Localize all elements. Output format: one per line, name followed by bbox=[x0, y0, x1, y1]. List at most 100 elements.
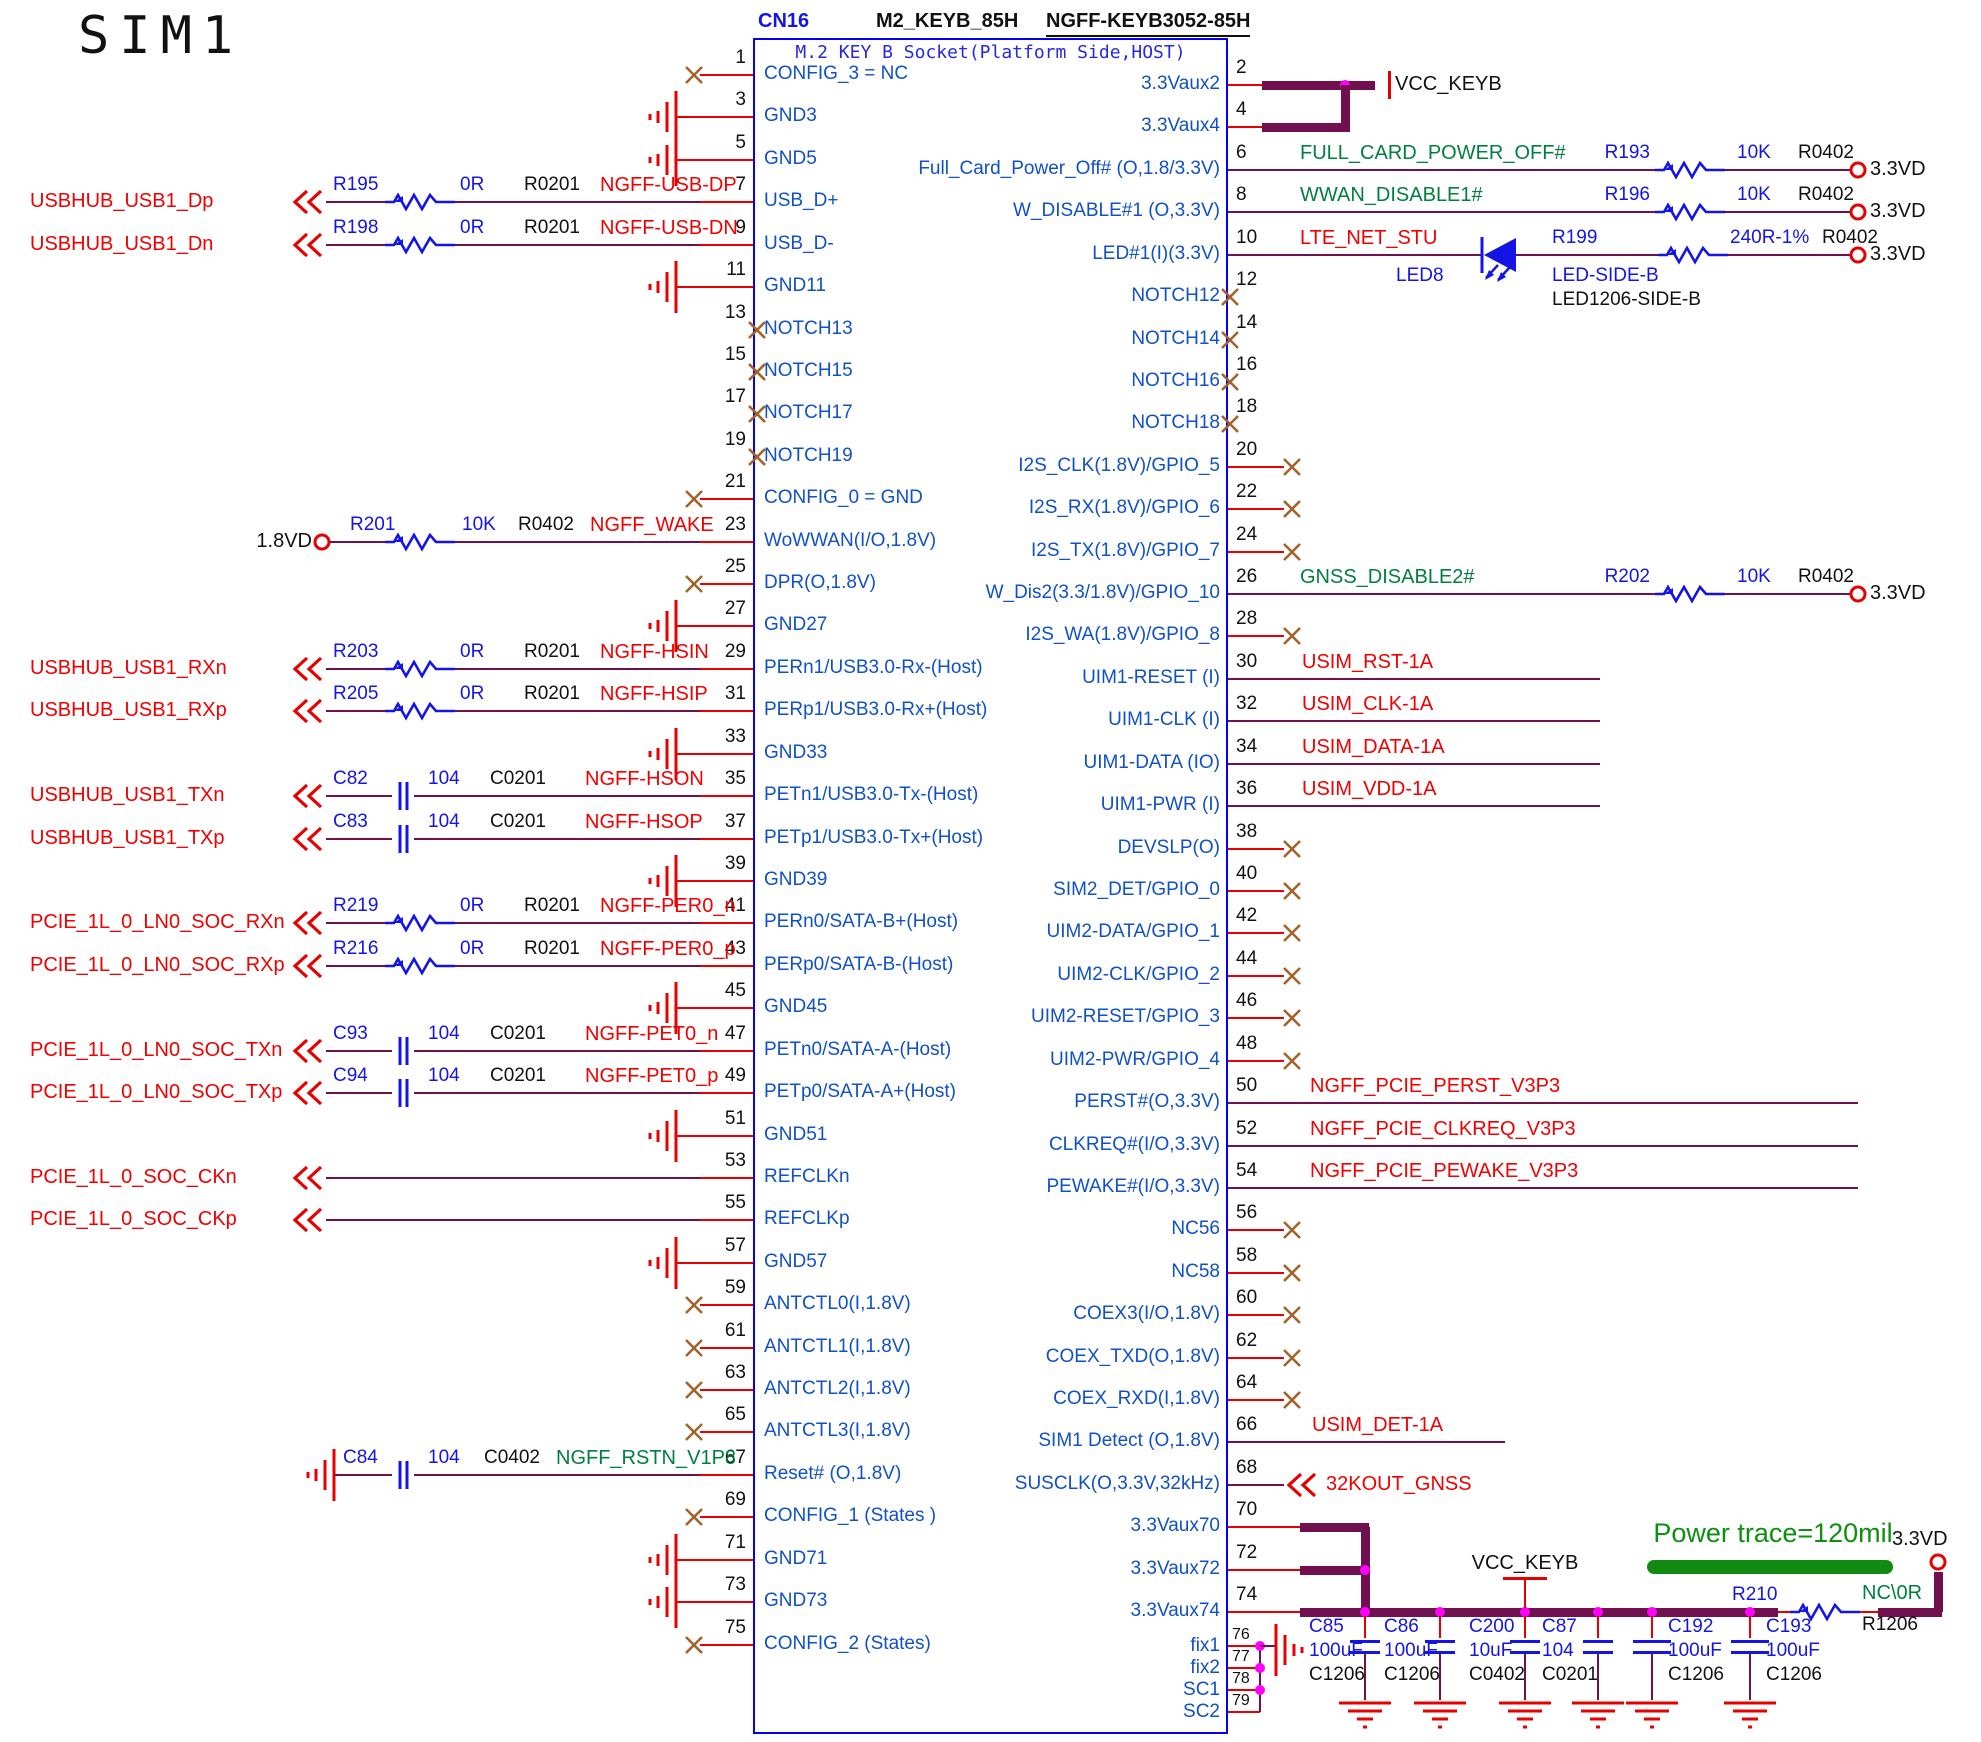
pin-number: 14 bbox=[1236, 312, 1258, 333]
pin-label: GND45 bbox=[764, 996, 828, 1017]
pin-number: 44 bbox=[1236, 948, 1258, 969]
pin-number: 29 bbox=[724, 641, 746, 662]
junction-dot bbox=[1255, 1663, 1265, 1673]
wire bbox=[1228, 1102, 1858, 1104]
pin-number: 7 bbox=[735, 174, 746, 195]
net-label: USIM_DET-1A bbox=[1312, 1414, 1444, 1436]
wire bbox=[1228, 211, 1655, 213]
pin-number: 13 bbox=[724, 302, 746, 323]
resistor-icon bbox=[385, 700, 455, 722]
no-connect-icon bbox=[683, 1634, 705, 1656]
wire bbox=[1387, 71, 1391, 99]
offpage-arrow-icon bbox=[292, 698, 326, 724]
value: 10K bbox=[1737, 566, 1771, 587]
earth-ground-icon bbox=[1337, 1700, 1393, 1730]
pin-number: 10 bbox=[1236, 227, 1258, 248]
resistor-icon bbox=[385, 658, 455, 680]
wire bbox=[676, 753, 753, 755]
wire bbox=[455, 922, 700, 924]
pin-number: 5 bbox=[735, 132, 746, 153]
wire bbox=[330, 541, 385, 543]
pin-number: 68 bbox=[1236, 1457, 1258, 1478]
src-net-label: PCIE_1L_0_LN0_SOC_TXn bbox=[30, 1039, 283, 1061]
pin-label: GND5 bbox=[764, 148, 817, 169]
pin-number: 66 bbox=[1236, 1414, 1258, 1435]
pin-label: USB_D+ bbox=[764, 190, 839, 211]
power-trace-bar bbox=[1647, 1560, 1893, 1574]
wire bbox=[1510, 1650, 1540, 1654]
pin-label: PERp0/SATA-B-(Host) bbox=[764, 954, 954, 975]
pin-number: 37 bbox=[724, 811, 746, 832]
wire bbox=[676, 116, 753, 118]
src-net-label: USBHUB_USB1_Dp bbox=[30, 190, 214, 212]
cap-package: C0402 bbox=[1469, 1664, 1525, 1685]
net-label: NGFF_WAKE bbox=[590, 514, 714, 536]
wire bbox=[1228, 1569, 1300, 1571]
wire bbox=[326, 795, 392, 797]
pin-label: COEX_TXD(O,1.8V) bbox=[1045, 1346, 1220, 1367]
net-label: LTE_NET_STU bbox=[1300, 227, 1438, 249]
value: 0R bbox=[460, 641, 485, 662]
pin-label: UIM2-CLK/GPIO_2 bbox=[1057, 964, 1220, 985]
wire bbox=[1228, 932, 1284, 934]
pin-label: CONFIG_0 = GND bbox=[764, 487, 923, 508]
pin-number: 59 bbox=[724, 1277, 746, 1298]
pin-label: UIM1-RESET (I) bbox=[1082, 667, 1220, 688]
cap-package: C1206 bbox=[1384, 1664, 1440, 1685]
no-connect-icon bbox=[746, 361, 768, 383]
earth-ground-icon bbox=[1497, 1700, 1553, 1730]
pin-label: 3.3Vaux2 bbox=[1141, 73, 1220, 94]
offpage-arrow-icon bbox=[1286, 1472, 1320, 1498]
pin-number: 19 bbox=[724, 429, 746, 450]
cap-refdes: C192 bbox=[1668, 1616, 1714, 1637]
pin-label: PERn1/USB3.0-Rx-(Host) bbox=[764, 657, 983, 678]
pin-label: COEX3(I/O,1.8V) bbox=[1073, 1303, 1220, 1324]
pin-label: GND57 bbox=[764, 1251, 828, 1272]
src-net-label: PCIE_1L_0_LN0_SOC_RXp bbox=[30, 954, 285, 976]
refdes: R198 bbox=[333, 217, 379, 238]
refdes: R219 bbox=[333, 895, 379, 916]
net-label: NGFF_RSTN_V1P8 bbox=[556, 1447, 737, 1469]
wire bbox=[326, 838, 392, 840]
package: R0402 bbox=[518, 514, 574, 535]
power-terminal-label: 3.3VD bbox=[1870, 200, 1926, 222]
pin-number: 18 bbox=[1236, 396, 1258, 417]
wire bbox=[700, 1389, 753, 1391]
wire bbox=[1731, 1639, 1769, 1643]
led-refdes: LED8 bbox=[1396, 265, 1444, 286]
sheet-title: SIM1 bbox=[78, 6, 244, 66]
wire bbox=[1228, 720, 1600, 722]
pin-number: 50 bbox=[1236, 1075, 1258, 1096]
no-connect-icon bbox=[1219, 329, 1241, 351]
pin-number: 34 bbox=[1236, 736, 1258, 757]
pin-number: 15 bbox=[724, 344, 746, 365]
pin-label: UIM2-DATA/GPIO_1 bbox=[1046, 921, 1221, 942]
wire bbox=[334, 1474, 392, 1476]
cap-refdes: C193 bbox=[1766, 1616, 1812, 1637]
wire bbox=[414, 1050, 700, 1052]
power-terminal-label: 1.8VD bbox=[256, 530, 312, 552]
no-connect-icon bbox=[683, 1421, 705, 1443]
wire bbox=[1228, 1667, 1260, 1669]
pin-label: I2S_TX(1.8V)/GPIO_7 bbox=[1030, 540, 1220, 561]
wire bbox=[1262, 80, 1375, 90]
package: R0201 bbox=[524, 895, 580, 916]
wire bbox=[700, 1050, 753, 1052]
earth-ground-icon bbox=[1624, 1700, 1680, 1730]
package: R0201 bbox=[524, 938, 580, 959]
capacitor-icon bbox=[392, 1077, 414, 1109]
power-terminal-label: 3.3VD bbox=[1870, 243, 1926, 265]
refdes: R199 bbox=[1552, 227, 1598, 248]
pin-label: I2S_WA(1.8V)/GPIO_8 bbox=[1025, 624, 1220, 645]
net-label: NGFF-USB-DN bbox=[600, 217, 738, 239]
wire bbox=[1046, 35, 1250, 37]
refdes: C94 bbox=[333, 1065, 368, 1086]
pin-number: 40 bbox=[1236, 863, 1258, 884]
cap-refdes: C85 bbox=[1309, 1616, 1344, 1637]
pin-label: CONFIG_1 (States ) bbox=[764, 1505, 937, 1526]
wire bbox=[1778, 1611, 1790, 1613]
wire bbox=[455, 710, 700, 712]
cap-value: 100uF bbox=[1668, 1640, 1722, 1661]
wire bbox=[1228, 466, 1284, 468]
